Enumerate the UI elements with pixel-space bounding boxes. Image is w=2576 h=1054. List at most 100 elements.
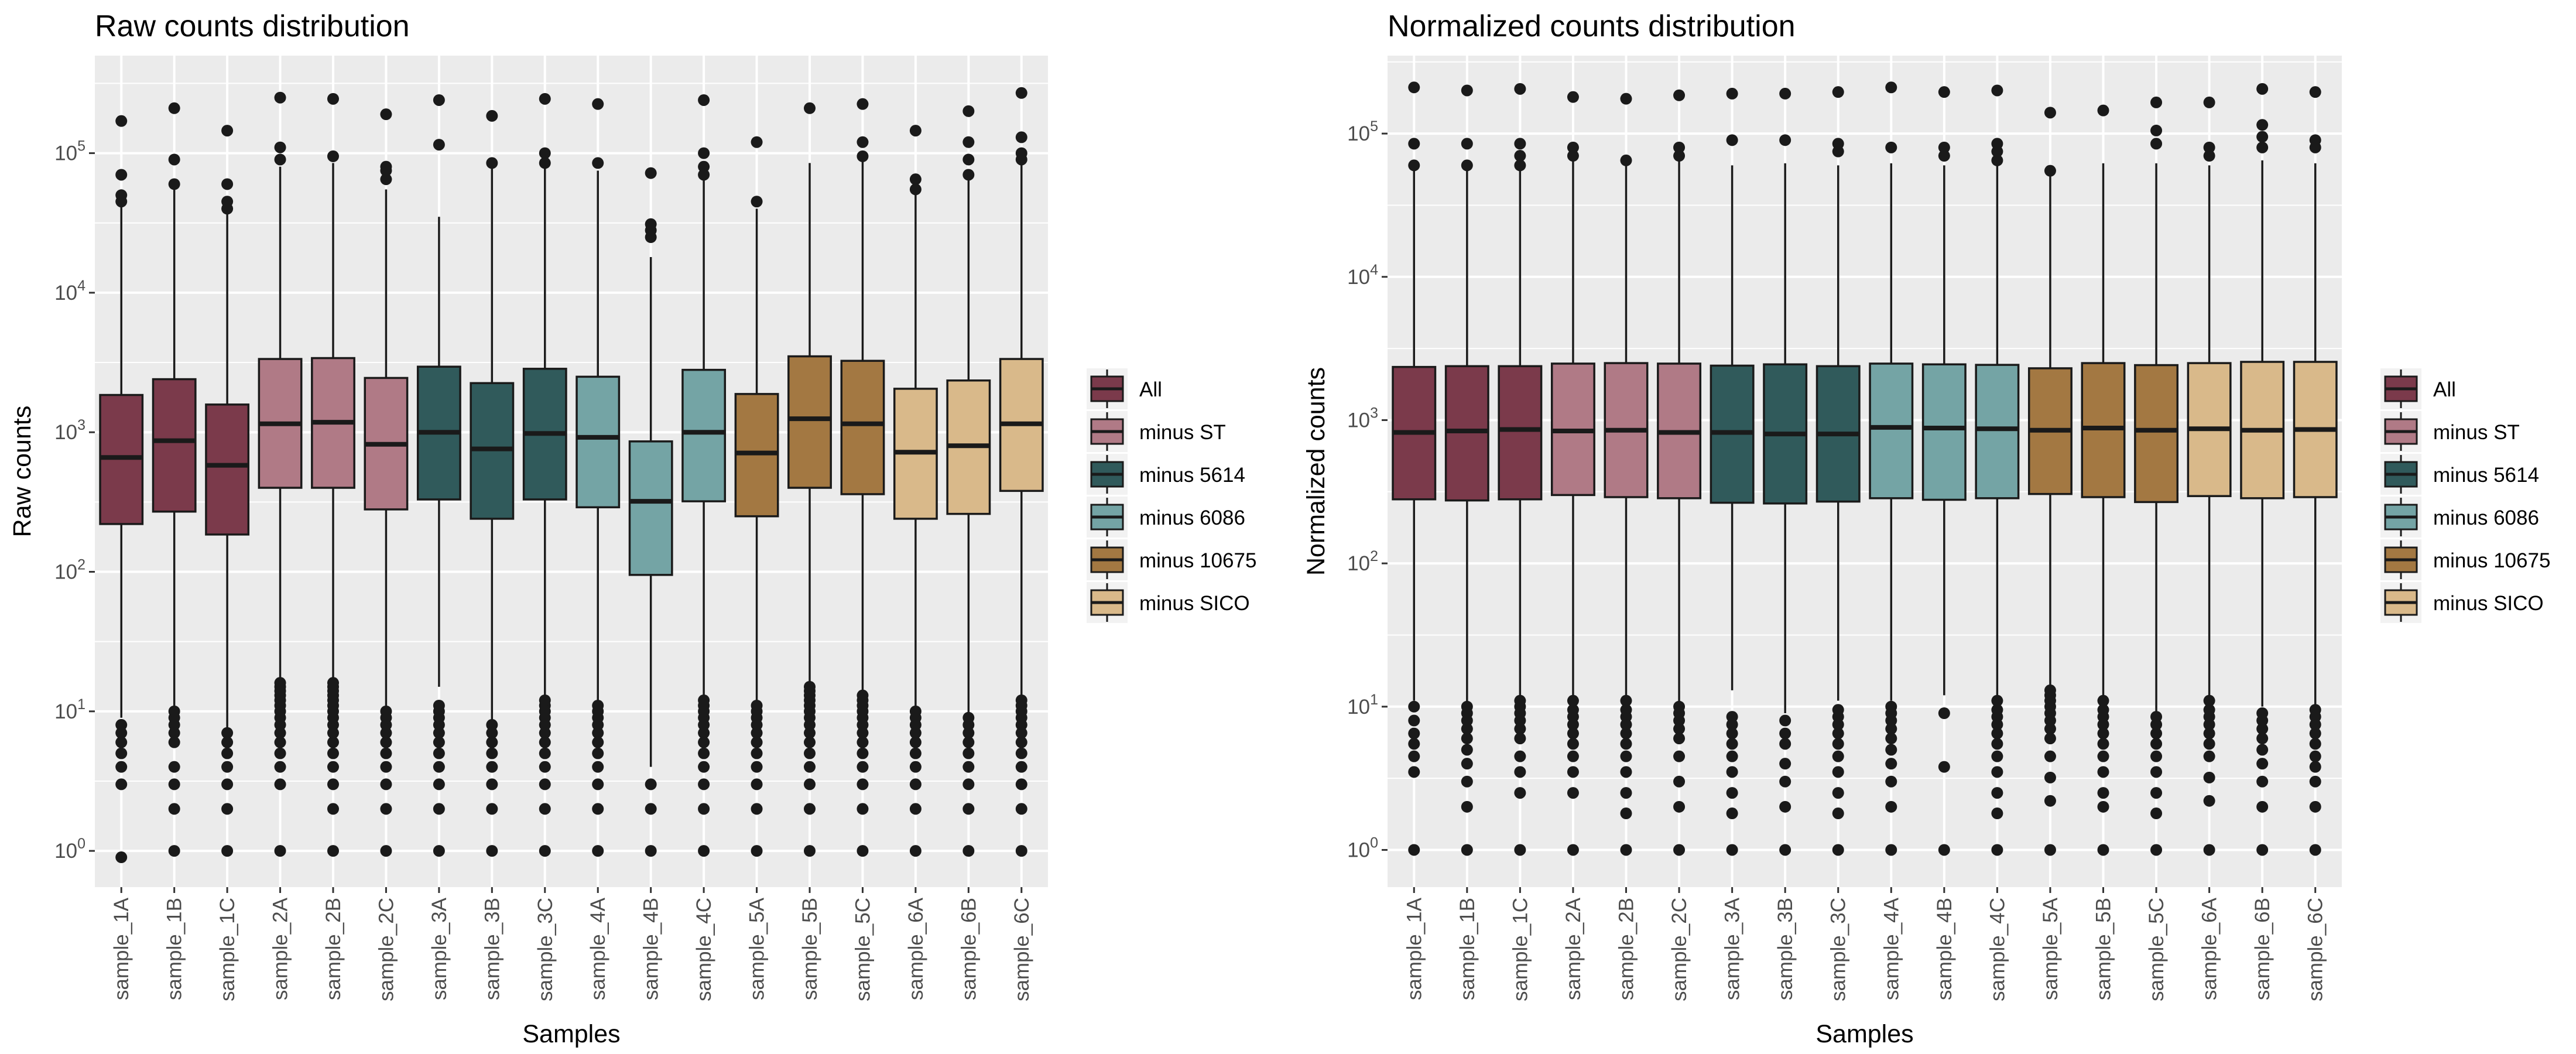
outlier-point <box>1408 727 1420 740</box>
outlier-point <box>539 93 551 105</box>
outlier-point <box>962 778 975 791</box>
outlier-point <box>1779 800 1791 813</box>
box-sample_2A <box>1550 91 1595 856</box>
outlier-point <box>1620 704 1632 716</box>
outlier-point <box>1832 727 1844 740</box>
outlier-point <box>539 845 551 857</box>
legend-item: minus SICO <box>1087 582 1250 623</box>
outlier-point <box>1461 775 1473 788</box>
x-axis-title: Samples <box>522 1020 620 1048</box>
box-sample_3B <box>470 109 515 857</box>
outlier-point <box>1567 150 1579 162</box>
outlier-point <box>751 778 763 791</box>
outlier-point <box>857 803 869 815</box>
outlier-point <box>1673 844 1686 856</box>
box-body <box>787 355 832 489</box>
outlier-point <box>1015 845 1027 857</box>
outlier-point <box>2097 727 2109 740</box>
outlier-point <box>1991 750 2003 762</box>
outlier-point <box>1514 694 1526 707</box>
outlier-point <box>1408 844 1420 856</box>
outlier-point <box>486 845 498 857</box>
box-body <box>576 375 621 509</box>
outlier-point <box>698 845 710 857</box>
outlier-point <box>1885 775 1897 788</box>
legend-label: minus 5614 <box>1139 464 1245 487</box>
outlier-point <box>1938 141 1950 153</box>
outlier-point <box>1885 844 1897 856</box>
box-body <box>1975 364 2020 499</box>
outlier-point <box>1991 84 2003 97</box>
outlier-point <box>2203 141 2215 153</box>
outlier-point <box>1015 747 1027 759</box>
x-tick-label: sample_1C <box>1509 898 1532 1001</box>
outlier-point <box>327 845 339 857</box>
outlier-point <box>592 699 604 711</box>
box-sample_2B <box>1604 93 1649 856</box>
x-tick-label: sample_3C <box>1827 898 1850 1001</box>
outlier-point <box>2150 738 2163 750</box>
outlier-point <box>857 136 869 148</box>
outlier-point <box>2097 766 2109 778</box>
outlier-point <box>221 778 234 791</box>
outlier-point <box>1885 141 1897 153</box>
outlier-point <box>115 851 128 864</box>
outlier-point <box>1514 750 1526 762</box>
outlier-point <box>1514 83 1526 95</box>
outlier-point <box>1779 758 1791 770</box>
x-tick-label: sample_6B <box>2251 898 2274 1000</box>
outlier-point <box>1461 733 1473 745</box>
x-tick-label: sample_2A <box>269 897 292 1000</box>
outlier-point <box>962 845 975 857</box>
outlier-point <box>1461 138 1473 150</box>
outlier-point <box>327 727 339 739</box>
x-tick-label: sample_1B <box>163 898 186 1000</box>
outlier-point <box>1726 711 1738 723</box>
y-tick-label: 103 <box>1347 405 1378 432</box>
outlier-point <box>1991 704 2003 716</box>
outlier-point <box>380 778 392 791</box>
outlier-point <box>1567 141 1579 153</box>
outlier-point <box>857 761 869 773</box>
outlier-point <box>962 153 975 166</box>
x-tick-label: sample_3A <box>1721 897 1744 1000</box>
outlier-point <box>221 727 234 739</box>
box-sample_3C <box>522 93 567 857</box>
outlier-point <box>1015 87 1027 99</box>
outlier-point <box>1673 723 1686 735</box>
x-tick-label: sample_5C <box>851 898 874 1001</box>
x-tick-label: sample_1B <box>1456 898 1479 1000</box>
outlier-point <box>2044 107 2056 119</box>
legend-item: minus 10675 <box>1087 539 1256 580</box>
outlier-point <box>380 705 392 717</box>
legend-label: minus 6086 <box>1139 507 1245 529</box>
outlier-point <box>221 845 234 857</box>
outlier-point <box>2309 738 2321 750</box>
outlier-point <box>1461 844 1473 856</box>
outlier-point <box>1408 159 1420 172</box>
box-sample_6A <box>2187 96 2232 856</box>
legend-label: minus 6086 <box>2433 507 2539 529</box>
legend-item: minus ST <box>2380 411 2520 452</box>
outlier-point <box>592 98 604 110</box>
outlier-point <box>1779 738 1791 750</box>
outlier-point <box>2150 124 2163 136</box>
outlier-point <box>592 727 604 739</box>
x-tick-label: sample_5C <box>2145 898 2168 1001</box>
outlier-point <box>1408 700 1420 713</box>
outlier-point <box>698 803 710 815</box>
outlier-point <box>1726 134 1738 146</box>
outlier-point <box>2309 775 2321 788</box>
box-sample_1C <box>1498 83 1543 856</box>
x-tick-label: sample_5B <box>2092 898 2115 1000</box>
box-body <box>1921 363 1967 501</box>
outlier-point <box>539 727 551 739</box>
outlier-point <box>1991 694 2003 707</box>
x-tick-label: sample_4B <box>1933 898 1956 1000</box>
outlier-point <box>698 736 710 748</box>
outlier-point <box>1832 750 1844 762</box>
outlier-point <box>1567 766 1579 778</box>
outlier-point <box>751 845 763 857</box>
outlier-point <box>2044 684 2056 696</box>
outlier-point <box>962 803 975 815</box>
